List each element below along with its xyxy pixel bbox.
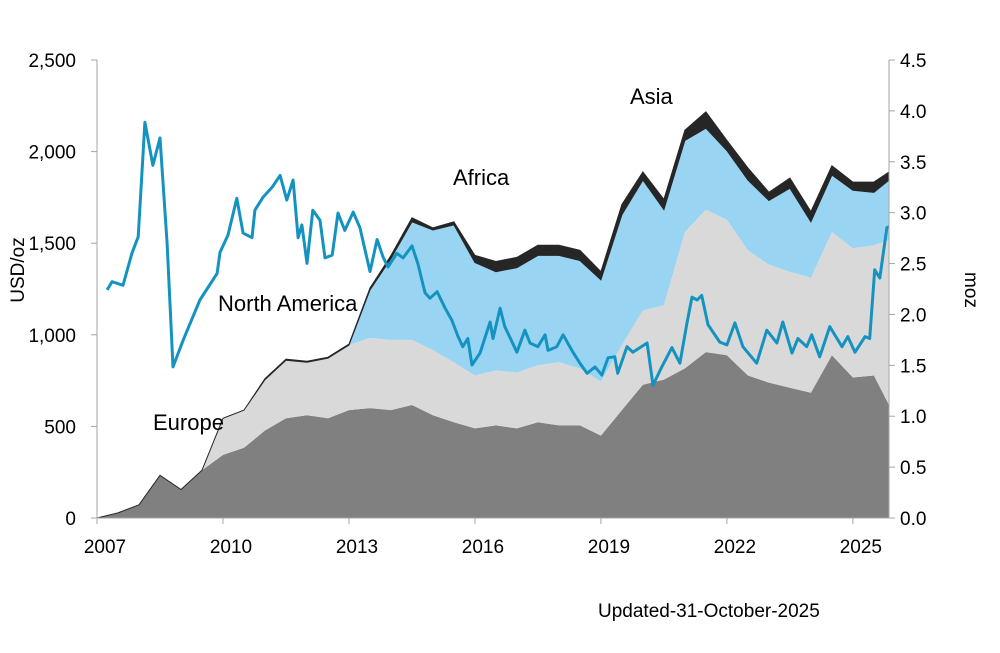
left-tick-label: 2,000 <box>28 143 76 164</box>
price-line-group <box>105 120 890 387</box>
axes <box>91 59 895 524</box>
annotation-north-america: North America <box>218 291 358 316</box>
right-tick-label: 3.5 <box>900 153 926 174</box>
left-axis-label: USD/oz <box>8 237 29 302</box>
right-tick-label: 1.5 <box>900 356 926 377</box>
right-tick-label: 0.5 <box>900 458 926 479</box>
area-north-america <box>97 209 889 518</box>
area-africa <box>97 128 889 518</box>
right-tick-label: 4.0 <box>900 102 926 123</box>
left-tick-label: 0 <box>65 509 76 530</box>
annotation-africa: Africa <box>453 165 510 190</box>
right-tick-label: 1.0 <box>900 407 926 428</box>
right-axis-label: moz <box>960 272 981 308</box>
left-tick-label: 2,500 <box>28 51 76 72</box>
tick-labels: 0 500 1,000 1,500 2,000 2,500 0.0 0.5 1.0 1.5 2.0 2… <box>28 51 926 558</box>
right-tick-label: 3.0 <box>900 204 926 225</box>
left-tick-label: 1,000 <box>28 326 76 347</box>
left-tick-label: 500 <box>44 417 76 438</box>
price-line <box>105 120 890 387</box>
left-tick-label: 1,500 <box>28 234 76 255</box>
x-tick-label: 2019 <box>588 537 630 558</box>
x-tick-label: 2007 <box>84 537 126 558</box>
right-tick-label: 4.5 <box>900 51 926 72</box>
x-tick-label: 2025 <box>840 537 882 558</box>
right-tick-label: 0.0 <box>900 509 926 530</box>
area-europe <box>97 352 889 518</box>
updated-date: Updated-31-October-2025 <box>598 601 820 622</box>
x-tick-label: 2013 <box>336 537 378 558</box>
x-tick-label: 2010 <box>210 537 252 558</box>
annotation-asia: Asia <box>630 84 674 109</box>
right-tick-label: 2.5 <box>900 255 926 276</box>
annotation-europe: Europe <box>153 410 224 435</box>
right-tick-label: 2.0 <box>900 305 926 326</box>
x-tick-label: 2016 <box>462 537 504 558</box>
x-tick-label: 2022 <box>714 537 756 558</box>
